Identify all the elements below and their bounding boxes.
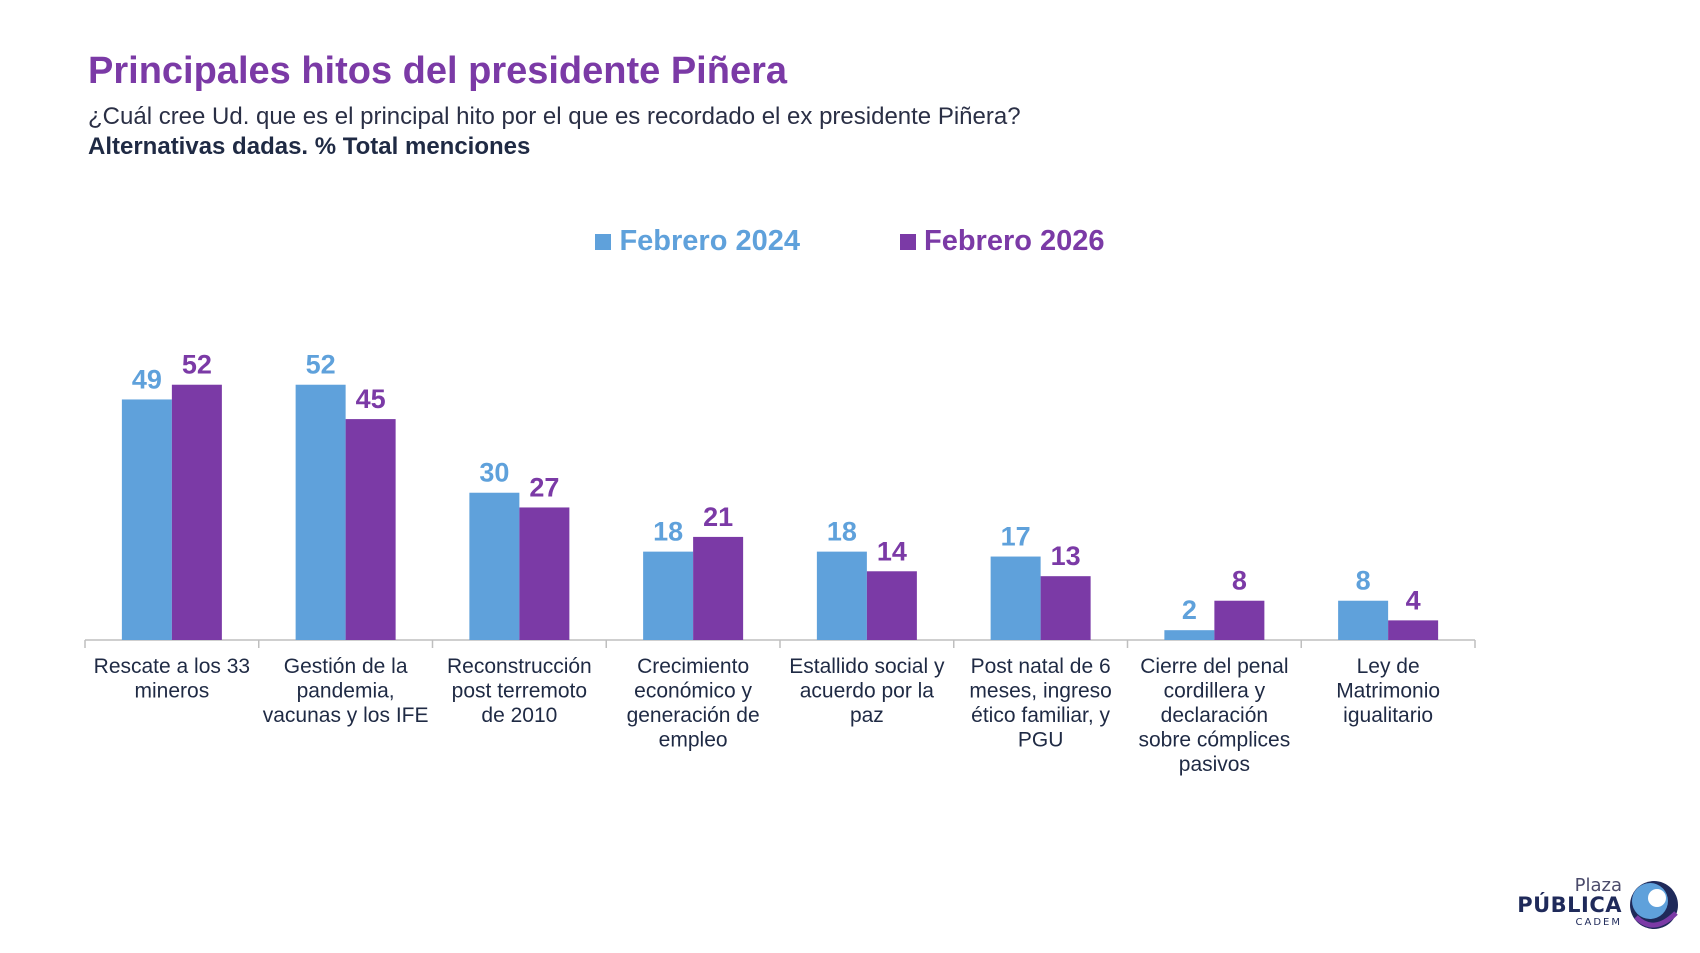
category-label-line: pandemia, — [297, 680, 395, 703]
category-label-line: empleo — [659, 729, 728, 752]
category-label: Reconstrucción post terremoto de 2010 — [447, 655, 592, 727]
bar-feb-2024 — [816, 551, 867, 640]
data-label: 18 — [653, 517, 683, 547]
data-label: 13 — [1051, 541, 1081, 571]
data-label: 30 — [479, 458, 509, 488]
category-label: Post natal de 6 meses, ingreso ético famil… — [969, 655, 1111, 752]
category-label-line: Post natal de 6 — [971, 655, 1111, 678]
category-label-line: acuerdo por la — [800, 680, 935, 703]
category-label-line: de 2010 — [481, 704, 557, 727]
category-label-line: vacunas y los IFE — [263, 704, 429, 727]
category-label-line: declaración — [1161, 704, 1268, 727]
data-label: 2 — [1182, 595, 1197, 625]
bar-feb-2024 — [643, 551, 694, 640]
bar-feb-2024 — [990, 556, 1041, 640]
chart-legend: Febrero 2024 Febrero 2026 — [0, 225, 1700, 258]
page-title: Principales hitos del presidente Piñera — [88, 50, 788, 92]
logo-text-cadem: CADEM — [1575, 917, 1622, 928]
legend-item-series-1: Febrero 2024 — [595, 225, 800, 258]
logo-text-plaza: Plaza — [1574, 875, 1622, 896]
category-label-line: Rescate a los 33 — [94, 655, 250, 678]
question-text: ¿Cuál cree Ud. que es el principal hito … — [88, 103, 1021, 130]
category-label: Estallido social y acuerdo por la paz — [789, 655, 945, 727]
data-label: 52 — [306, 350, 336, 380]
data-label: 27 — [529, 472, 559, 502]
category-label-line: cordillera y — [1164, 680, 1266, 703]
data-label: 18 — [827, 517, 857, 547]
legend-label: Febrero 2026 — [924, 225, 1105, 257]
category-label-line: Ley de — [1357, 655, 1420, 678]
category-label-line: Cierre del penal — [1140, 655, 1288, 678]
legend-swatch-icon — [900, 233, 916, 250]
bar-feb-2026 — [519, 507, 570, 640]
data-label: 45 — [356, 384, 386, 414]
category-label: Ley de Matrimonio igualitario — [1336, 655, 1440, 727]
bar-feb-2026 — [1040, 576, 1091, 640]
data-label: 17 — [1001, 522, 1031, 552]
note-text: Alternativas dadas. % Total menciones — [88, 133, 531, 160]
plaza-publica-logo: Plaza PÚBLICA CADEM — [1512, 875, 1682, 935]
category-label-line: PGU — [1018, 729, 1064, 752]
category-label-line: Estallido social y — [789, 655, 945, 678]
category-label-line: Matrimonio — [1336, 680, 1440, 703]
data-label: 49 — [132, 364, 162, 394]
category-label: Crecimiento económico y generación de emple… — [627, 655, 760, 752]
data-label: 8 — [1356, 566, 1371, 596]
bar-feb-2026 — [866, 571, 917, 640]
bar-feb-2026 — [1388, 620, 1439, 640]
category-label-line: Reconstrucción — [447, 655, 592, 678]
bar-feb-2026 — [1214, 600, 1265, 640]
data-label: 8 — [1232, 566, 1247, 596]
logo-swirl-icon — [1630, 881, 1678, 929]
data-label: 52 — [182, 350, 212, 380]
bar-feb-2026 — [345, 419, 396, 640]
category-label-line: meses, ingreso — [969, 680, 1111, 703]
data-label: 21 — [703, 502, 733, 532]
bar-feb-2026 — [171, 384, 222, 640]
category-label-line: post terremoto — [452, 680, 587, 703]
bar-feb-2024 — [1164, 630, 1215, 640]
bar-feb-2024 — [1338, 600, 1389, 640]
category-label: Rescate a los 33 mineros — [94, 655, 250, 703]
category-label: Gestión de la pandemia, vacunas y los IFE — [263, 655, 429, 727]
category-label-line: paz — [850, 704, 884, 727]
legend-label: Febrero 2024 — [619, 225, 800, 257]
data-label: 14 — [877, 536, 907, 566]
category-label-line: Crecimiento — [637, 655, 749, 678]
bar-feb-2024 — [121, 399, 172, 640]
category-label-line: generación de — [627, 704, 760, 727]
legend-item-series-2: Febrero 2026 — [900, 225, 1105, 258]
bar-feb-2024 — [295, 384, 346, 640]
category-label-line: ético familiar, y — [971, 704, 1110, 727]
bar-feb-2024 — [469, 492, 520, 640]
category-label-line: económico y — [634, 680, 752, 703]
category-label-line: mineros — [135, 680, 210, 703]
data-label: 4 — [1406, 585, 1421, 615]
category-label-line: Gestión de la — [284, 655, 408, 678]
category-label-line: pasivos — [1179, 753, 1250, 776]
bar-feb-2026 — [693, 536, 744, 640]
logo-text-publica: PÚBLICA — [1517, 893, 1622, 917]
category-label-line: sobre cómplices — [1139, 729, 1291, 752]
category-label-line: igualitario — [1343, 704, 1433, 727]
category-label: Cierre del penal cordillera y declaración s… — [1139, 655, 1291, 776]
legend-swatch-icon — [595, 233, 612, 250]
